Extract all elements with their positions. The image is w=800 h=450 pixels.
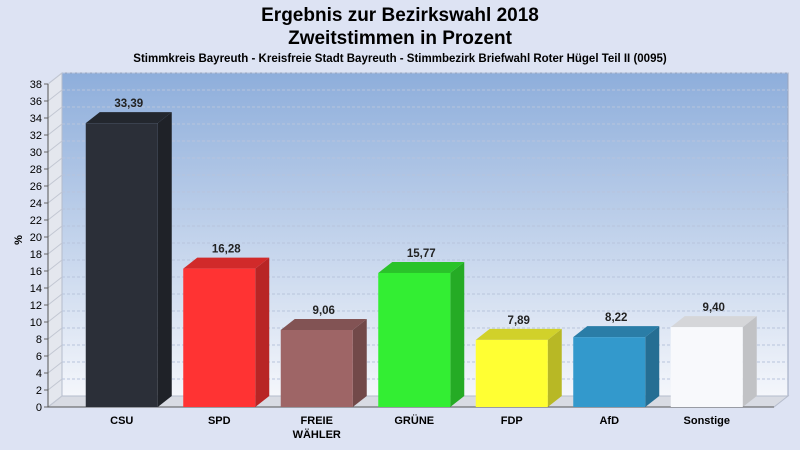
bar-top — [475, 328, 562, 340]
gridline-side — [47, 157, 63, 170]
data-label: 33,39 — [114, 98, 143, 110]
y-tick-label: 24 — [30, 198, 42, 210]
bar-side — [645, 326, 660, 407]
bar-side — [255, 257, 270, 407]
gridline-side — [47, 208, 63, 221]
y-tick-label: 4 — [36, 368, 42, 380]
data-label: 7,89 — [508, 315, 530, 327]
y-tick-label: 30 — [30, 147, 42, 159]
y-tick-label: 12 — [30, 300, 42, 312]
y-tick-label: 36 — [30, 96, 42, 108]
x-tick-label: AfD — [599, 415, 619, 427]
bar-front — [475, 339, 548, 407]
bar-top — [670, 316, 757, 328]
gridline-side — [47, 242, 63, 255]
chart-title-line2: Zweitstimmen in Prozent — [288, 28, 512, 49]
x-tick-label: SPD — [208, 415, 231, 427]
y-tick-label: 34 — [30, 113, 42, 125]
bar-front — [85, 123, 158, 407]
x-tick-label: Sonstige — [684, 415, 730, 427]
bar-top — [573, 326, 660, 338]
bar-sonstige — [670, 316, 757, 407]
data-label: 9,40 — [703, 302, 725, 314]
y-tick-label: 8 — [36, 334, 42, 346]
y-tick-label: 20 — [30, 232, 42, 244]
bar-top — [183, 257, 270, 269]
gridline-side — [47, 225, 63, 238]
gridline-side — [47, 123, 63, 136]
gridline-side — [47, 310, 63, 323]
bar-top — [378, 261, 465, 273]
bar-afd — [573, 326, 660, 407]
gridline-side — [47, 395, 63, 408]
data-label: 15,77 — [407, 248, 436, 260]
plot-side-wall — [47, 71, 63, 409]
gridline-side — [47, 106, 63, 119]
bar-fdp — [475, 328, 562, 407]
bar-front — [573, 337, 646, 407]
gridline-side — [47, 72, 63, 85]
y-tick-label: 2 — [36, 385, 42, 397]
data-label: 16,28 — [212, 244, 241, 256]
bar-side — [742, 316, 757, 407]
gridline-side — [47, 140, 63, 153]
chart-title-line1: Ergebnis zur Bezirkswahl 2018 — [261, 5, 539, 26]
gridline-side — [47, 276, 63, 289]
gridline-side — [47, 327, 63, 340]
x-tick-label: CSU — [110, 415, 133, 427]
y-tick-label: 28 — [30, 164, 42, 176]
bar-front — [280, 329, 353, 407]
bar-side — [450, 261, 465, 407]
y-tick-label: 26 — [30, 181, 42, 193]
chart-title: Ergebnis zur Bezirkswahl 2018 Zweitstimm… — [0, 4, 800, 50]
gridline-side — [47, 174, 63, 187]
bar-side — [352, 318, 367, 407]
bar-front — [378, 272, 451, 407]
bar-spd — [183, 257, 270, 407]
y-tick-label: 6 — [36, 351, 42, 363]
bar-grüne — [378, 261, 465, 407]
gridline-side — [47, 361, 63, 374]
gridline-side — [47, 344, 63, 357]
bar-top — [85, 112, 172, 124]
bar-freie-wähler — [280, 318, 367, 407]
y-tick-label: 32 — [30, 130, 42, 142]
y-tick-label: 16 — [30, 266, 42, 278]
x-tick-label: GRÜNE — [394, 414, 434, 427]
bar-front — [183, 268, 256, 407]
bar-side — [547, 328, 562, 407]
x-tick-label: FDP — [501, 415, 523, 427]
x-tick-label: WÄHLER — [293, 428, 341, 441]
y-tick-label: 18 — [30, 249, 42, 261]
gridline-side — [47, 89, 63, 102]
gridline-side — [47, 259, 63, 272]
data-label: 8,22 — [605, 312, 627, 324]
bar-csu — [85, 112, 172, 407]
bar-top — [280, 318, 367, 330]
x-tick-label: FREIE — [301, 415, 333, 427]
bar-front — [670, 327, 743, 407]
gridline-side — [47, 293, 63, 306]
chart-subtitle: Stimmkreis Bayreuth - Kreisfreie Stadt B… — [133, 53, 667, 65]
gridline-side — [47, 378, 63, 391]
y-tick-label: 10 — [30, 317, 42, 329]
bar-side — [157, 112, 172, 407]
y-tick-label: 22 — [30, 215, 42, 227]
y-tick-label: 14 — [30, 283, 42, 295]
y-tick-label: 0 — [36, 402, 42, 414]
data-label: 9,06 — [313, 305, 335, 317]
y-tick-label: 38 — [30, 79, 42, 91]
y-axis-label: % — [13, 235, 25, 245]
gridline-side — [47, 191, 63, 204]
